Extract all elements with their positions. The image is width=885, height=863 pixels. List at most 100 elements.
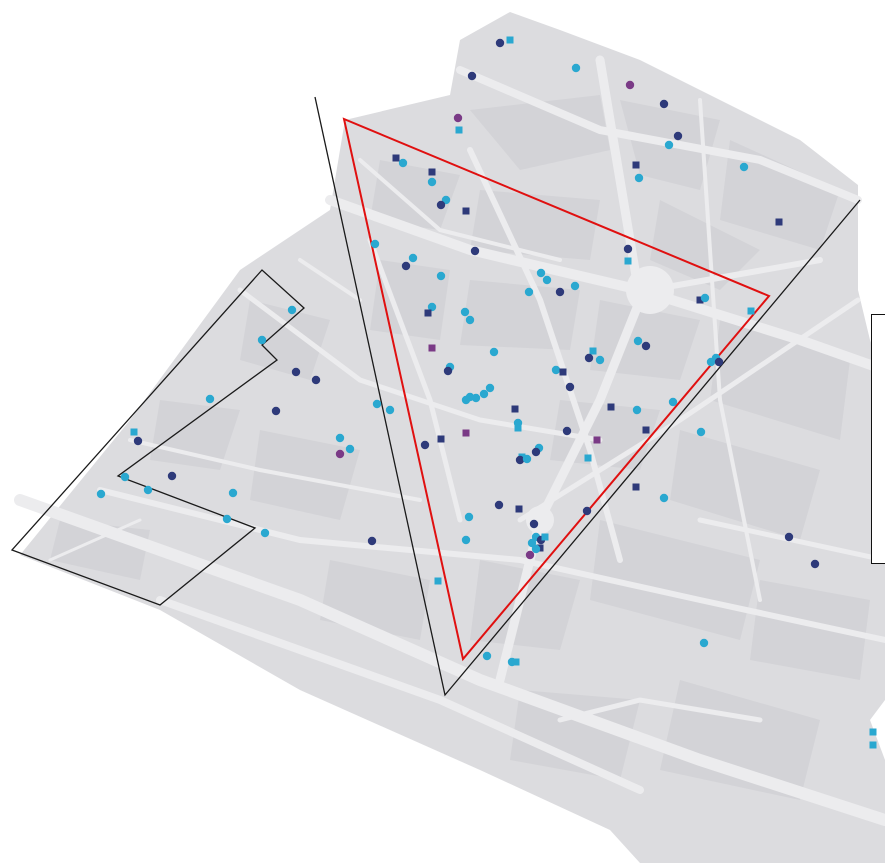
- map-marker[interactable]: [479, 389, 489, 399]
- map-marker[interactable]: [133, 436, 143, 446]
- map-marker[interactable]: [453, 113, 463, 123]
- map-marker[interactable]: [571, 63, 581, 73]
- map-marker[interactable]: [427, 177, 437, 187]
- map-marker[interactable]: [775, 218, 783, 226]
- map-marker[interactable]: [524, 287, 534, 297]
- map-marker[interactable]: [370, 239, 380, 249]
- map-marker[interactable]: [372, 399, 382, 409]
- map-marker[interactable]: [668, 397, 678, 407]
- map-marker[interactable]: [584, 454, 592, 462]
- map-marker[interactable]: [260, 528, 270, 538]
- map-marker[interactable]: [739, 162, 749, 172]
- map-marker[interactable]: [664, 140, 674, 150]
- map-marker[interactable]: [529, 519, 539, 529]
- map-marker[interactable]: [514, 424, 522, 432]
- map-marker[interactable]: [436, 200, 446, 210]
- map-marker[interactable]: [541, 533, 549, 541]
- map-marker[interactable]: [401, 261, 411, 271]
- map-marker[interactable]: [531, 544, 541, 554]
- map-marker[interactable]: [130, 428, 138, 436]
- map-marker[interactable]: [471, 393, 481, 403]
- map-marker[interactable]: [345, 444, 355, 454]
- map-marker[interactable]: [700, 293, 710, 303]
- map-marker[interactable]: [494, 500, 504, 510]
- map-marker[interactable]: [634, 173, 644, 183]
- map-marker[interactable]: [462, 207, 470, 215]
- map-marker[interactable]: [584, 353, 594, 363]
- map-marker[interactable]: [624, 257, 632, 265]
- map-marker[interactable]: [512, 658, 520, 666]
- map-marker[interactable]: [869, 741, 877, 749]
- map-marker[interactable]: [482, 651, 492, 661]
- map-marker[interactable]: [706, 357, 716, 367]
- map-marker[interactable]: [515, 505, 523, 513]
- map-marker[interactable]: [641, 341, 651, 351]
- map-marker[interactable]: [335, 449, 345, 459]
- map-marker[interactable]: [143, 485, 153, 495]
- map-marker[interactable]: [562, 426, 572, 436]
- map-marker[interactable]: [696, 427, 706, 437]
- map-marker[interactable]: [205, 394, 215, 404]
- map-marker[interactable]: [257, 335, 267, 345]
- map-marker[interactable]: [428, 344, 436, 352]
- map-marker[interactable]: [542, 275, 552, 285]
- map-marker[interactable]: [462, 429, 470, 437]
- map-marker[interactable]: [511, 405, 519, 413]
- map-marker[interactable]: [335, 433, 345, 443]
- map-marker[interactable]: [424, 309, 432, 317]
- map-marker[interactable]: [271, 406, 281, 416]
- map-marker[interactable]: [420, 440, 430, 450]
- map-marker[interactable]: [436, 271, 446, 281]
- map-marker[interactable]: [427, 302, 437, 312]
- map-marker[interactable]: [633, 336, 643, 346]
- map-marker[interactable]: [461, 395, 471, 405]
- map-marker[interactable]: [367, 536, 377, 546]
- map-marker[interactable]: [467, 71, 477, 81]
- map-marker[interactable]: [699, 638, 709, 648]
- map-marker[interactable]: [434, 577, 442, 585]
- map-marker[interactable]: [515, 455, 525, 465]
- map-marker[interactable]: [536, 268, 546, 278]
- map-marker[interactable]: [555, 287, 565, 297]
- map-marker[interactable]: [470, 246, 480, 256]
- map-marker[interactable]: [642, 426, 650, 434]
- map-marker[interactable]: [428, 168, 436, 176]
- map-marker[interactable]: [696, 296, 704, 304]
- map-marker[interactable]: [525, 550, 535, 560]
- map-marker[interactable]: [522, 454, 532, 464]
- map-marker[interactable]: [607, 403, 615, 411]
- map-marker[interactable]: [398, 158, 408, 168]
- map-marker[interactable]: [632, 161, 640, 169]
- map-marker[interactable]: [443, 366, 453, 376]
- map-marker[interactable]: [632, 405, 642, 415]
- map-marker[interactable]: [527, 538, 537, 548]
- map-marker[interactable]: [747, 307, 755, 315]
- map-marker[interactable]: [632, 483, 640, 491]
- map-marker[interactable]: [465, 315, 475, 325]
- highlight-triangle-zone[interactable]: [342, 117, 771, 662]
- map-marker[interactable]: [291, 367, 301, 377]
- map-marker[interactable]: [559, 368, 567, 376]
- map-marker[interactable]: [485, 383, 495, 393]
- map-marker[interactable]: [464, 512, 474, 522]
- map-marker[interactable]: [784, 532, 794, 542]
- map-marker[interactable]: [460, 307, 470, 317]
- map-marker[interactable]: [869, 728, 877, 736]
- map-marker[interactable]: [385, 405, 395, 415]
- map-marker[interactable]: [623, 244, 633, 254]
- map-marker[interactable]: [489, 347, 499, 357]
- map-marker[interactable]: [506, 36, 514, 44]
- map-marker[interactable]: [455, 126, 463, 134]
- map-marker[interactable]: [659, 493, 669, 503]
- map-marker[interactable]: [570, 281, 580, 291]
- map-marker[interactable]: [120, 472, 130, 482]
- map-marker[interactable]: [595, 355, 605, 365]
- map-marker[interactable]: [495, 38, 505, 48]
- map-marker[interactable]: [673, 131, 683, 141]
- map-marker[interactable]: [810, 559, 820, 569]
- map-marker[interactable]: [551, 365, 561, 375]
- map-marker[interactable]: [287, 305, 297, 315]
- map-marker[interactable]: [167, 471, 177, 481]
- map-marker[interactable]: [311, 375, 321, 385]
